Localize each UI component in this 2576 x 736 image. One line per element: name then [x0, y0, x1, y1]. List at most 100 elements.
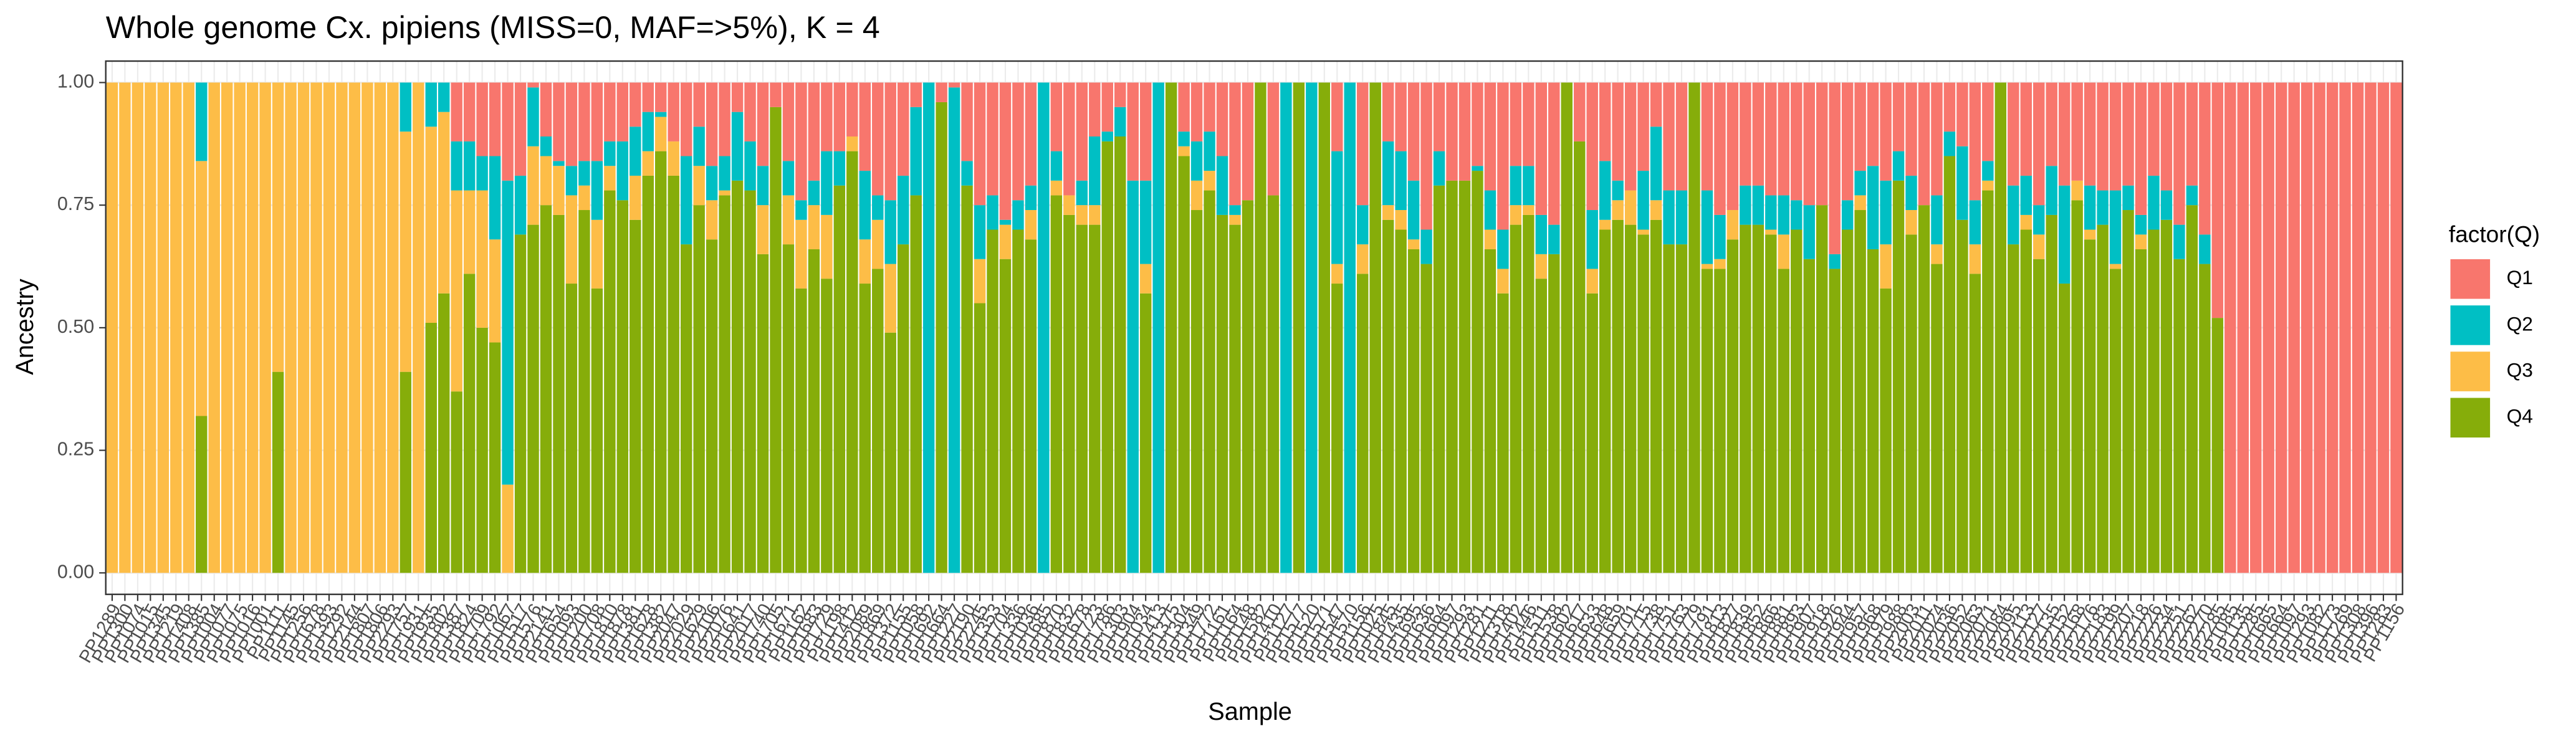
bar-segment: [1229, 224, 1241, 573]
bar-segment: [719, 190, 730, 196]
bar-segment: [2199, 82, 2211, 235]
bar-segment: [655, 112, 667, 117]
bar-segment: [1139, 180, 1152, 264]
bar-segment: [1280, 82, 1292, 573]
bar-segment: [744, 190, 756, 573]
bar-segment: [1101, 131, 1113, 141]
chart-title: Whole genome Cx. pipiens (MISS=0, MAF=>5…: [106, 9, 880, 45]
bar-segment: [2199, 234, 2211, 264]
bar-segment: [1407, 239, 1420, 249]
bar-segment: [1829, 269, 1841, 573]
bar-segment: [1216, 82, 1228, 156]
bar-segment: [1663, 82, 1675, 191]
bar-segment: [630, 219, 641, 573]
bar-segment: [1510, 224, 1522, 573]
bar-segment: [2211, 318, 2224, 573]
bar-segment: [642, 82, 654, 112]
bar-segment: [2314, 82, 2325, 573]
bar-segment: [514, 82, 527, 176]
bar-segment: [1420, 82, 1432, 230]
legend: factor(Q) Q1 Q2 Q3 Q4: [2449, 221, 2540, 438]
bar-segment: [846, 136, 858, 151]
bar-segment: [782, 244, 795, 573]
bar-segment: [1050, 151, 1063, 181]
bar-segment: [1816, 205, 1828, 573]
bar-segment: [1675, 190, 1688, 245]
bar-segment: [1612, 180, 1624, 201]
bar-segment: [2033, 259, 2045, 573]
bar-segment: [719, 156, 730, 191]
bar-segment: [630, 127, 641, 176]
bar-segment: [1969, 244, 1981, 274]
bar-segment: [1637, 234, 1649, 573]
bar-segment: [196, 82, 208, 161]
bar-segment: [1892, 151, 1905, 181]
bar-segment: [400, 371, 412, 573]
bar-segment: [451, 141, 462, 191]
bar-segment: [680, 82, 692, 156]
bar-segment: [246, 82, 259, 573]
bar-segment: [1497, 229, 1509, 269]
bar-segment: [1982, 190, 1994, 573]
bar-segment: [999, 219, 1012, 225]
bar-segment: [1778, 195, 1790, 235]
bar-segment: [1063, 214, 1075, 573]
bar-segment: [1905, 175, 1917, 211]
bar-segment: [1841, 82, 1854, 201]
bar-segment: [578, 82, 590, 161]
bar-segment: [591, 219, 603, 289]
bar-segment: [2084, 185, 2096, 230]
bar-segment: [1535, 214, 1548, 254]
bar-segment: [514, 234, 527, 573]
bar-segment: [1675, 244, 1688, 573]
bar-segment: [2122, 185, 2134, 211]
bar-segment: [1726, 210, 1739, 240]
bar-segment: [272, 82, 284, 372]
bar-segment: [1803, 82, 1815, 206]
bar-segment: [987, 82, 998, 196]
bar-segment: [719, 195, 730, 573]
bar-segment: [884, 332, 896, 573]
bar-segment: [1535, 279, 1548, 573]
bar-segment: [502, 484, 514, 573]
bar-segment: [2148, 229, 2160, 573]
bar-segment: [1152, 82, 1164, 573]
bar-segment: [808, 205, 820, 249]
bar-segment: [770, 107, 782, 573]
bar-segment: [2186, 82, 2198, 186]
bar-segment: [1472, 171, 1483, 573]
bar-segment: [1791, 82, 1803, 201]
bar-segment: [1139, 293, 1152, 573]
bar-segment: [2211, 82, 2224, 318]
bar-segment: [808, 180, 820, 206]
bar-segment: [1190, 180, 1203, 211]
bar-segment: [1880, 288, 1892, 573]
bar-segment: [527, 82, 539, 88]
bar-segment: [680, 156, 692, 245]
bar-segment: [630, 82, 641, 127]
bar-segment: [1204, 82, 1215, 132]
bar-segment: [1765, 229, 1777, 235]
bar-segment: [770, 82, 782, 107]
bar-segment: [693, 205, 705, 573]
bar-segment: [1178, 131, 1190, 146]
bar-segment: [1127, 82, 1139, 181]
bar-segment: [1344, 82, 1356, 573]
bar-segment: [1765, 195, 1777, 230]
legend-key: [2450, 398, 2491, 438]
bar-segment: [553, 82, 565, 161]
bar-segment: [1905, 82, 1917, 176]
bar-segment: [782, 195, 795, 245]
bar-segment: [795, 219, 807, 289]
bar-segment: [2173, 224, 2185, 259]
bar-segment: [999, 259, 1012, 573]
bar-segment: [1599, 161, 1611, 220]
bar-segment: [821, 82, 833, 151]
bar-segment: [1752, 82, 1764, 186]
bar-segment: [1599, 219, 1611, 230]
bar-segment: [642, 112, 654, 151]
bar-segment: [872, 195, 884, 220]
bar-segment: [1701, 82, 1713, 191]
bar-segment: [1446, 82, 1458, 181]
bar-segment: [668, 141, 679, 176]
